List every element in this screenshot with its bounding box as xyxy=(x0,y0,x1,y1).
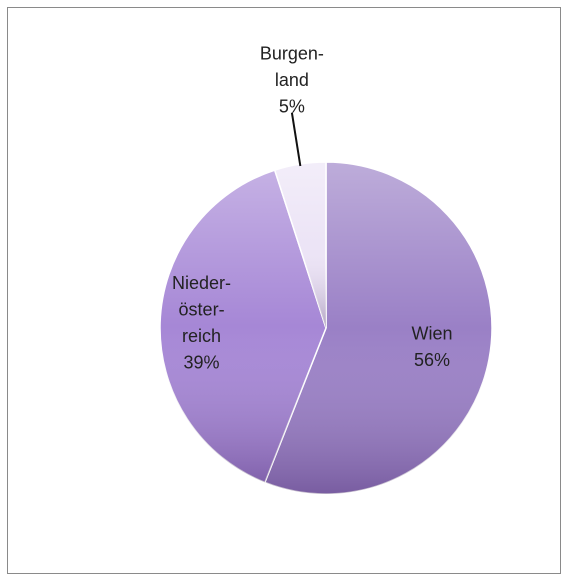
slice-shade xyxy=(274,162,326,328)
slice-label: Burgen- xyxy=(260,43,324,63)
slice-shade xyxy=(160,170,326,483)
slice-label: Nieder- xyxy=(172,273,231,293)
slice-label: reich xyxy=(182,326,221,346)
slice-shade xyxy=(264,162,492,494)
slice-label: öster- xyxy=(179,300,225,320)
value-label: 39% xyxy=(184,353,220,373)
value-label: 5% xyxy=(279,96,305,116)
slice-label: land xyxy=(275,70,309,90)
leader-line xyxy=(290,112,302,167)
value-label: 56% xyxy=(414,350,450,370)
slice-label: Wien xyxy=(411,324,452,344)
